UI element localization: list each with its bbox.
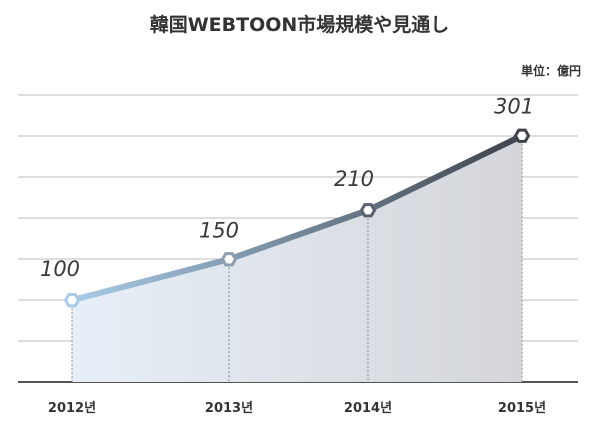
area-fill — [72, 135, 522, 382]
chart-title: 韓国WEBTOON市場規模や見通し — [149, 14, 450, 36]
series-line — [69, 132, 525, 304]
data-label: 210 — [334, 167, 374, 191]
x-tick-label: 2014년 — [344, 401, 392, 416]
data-point — [63, 293, 81, 308]
unit-label: 単位：億円 — [520, 64, 581, 78]
data-point — [359, 203, 377, 218]
data-label: 100 — [40, 257, 80, 281]
x-tick-label: 2012년 — [48, 401, 96, 416]
data-label: 150 — [199, 218, 239, 242]
data-point — [220, 252, 238, 267]
x-tick-label: 2013년 — [205, 401, 253, 416]
data-point — [513, 128, 531, 143]
data-label: 301 — [494, 95, 534, 119]
x-tick-label: 2015년 — [498, 401, 546, 416]
